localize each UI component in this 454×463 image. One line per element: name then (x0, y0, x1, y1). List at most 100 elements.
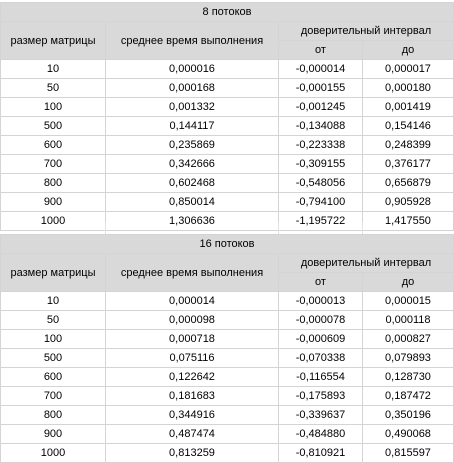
cell-ci-from[interactable]: -0,116554 (278, 367, 363, 387)
table-row: 900 0,850014 -0,794100 0,905928 (0, 192, 454, 212)
table-title[interactable]: 16 потоков (0, 234, 454, 254)
table-row: 700 0,181683 -0,175893 0,187472 (0, 386, 454, 406)
cell-ci-to[interactable]: 0,905928 (362, 192, 454, 212)
table-row: 50 0,000098 -0,000078 0,000118 (0, 310, 454, 330)
cell-ci-from[interactable]: -0,309155 (278, 154, 363, 174)
cell-ci-to[interactable]: 0,128730 (362, 367, 454, 387)
cell-ci-from[interactable]: -0,794100 (278, 192, 363, 212)
table-title[interactable]: 8 потоков (0, 2, 454, 22)
cell-ci-to[interactable]: 0,001419 (362, 97, 454, 117)
table-row: 100 0,000718 -0,000609 0,000827 (0, 329, 454, 349)
cell-ci-to[interactable]: 0,187472 (362, 386, 454, 406)
header-mean-time[interactable]: среднее время выполнения (105, 21, 279, 60)
cell-mean-time[interactable]: 0,000168 (105, 78, 279, 98)
cell-ci-to[interactable]: 0,248399 (362, 135, 454, 155)
table-8-threads: 8 потоков размер матрицы среднее время в… (0, 2, 454, 231)
cell-mean-time[interactable]: 0,000098 (105, 310, 279, 330)
cell-mean-time[interactable]: 0,122642 (105, 367, 279, 387)
cell-mean-time[interactable]: 0,342666 (105, 154, 279, 174)
header-mean-time[interactable]: среднее время выполнения (105, 253, 279, 292)
cell-mean-time[interactable]: 0,850014 (105, 192, 279, 212)
table-row: 50 0,000168 -0,000155 0,000180 (0, 78, 454, 98)
cell-matrix-size[interactable]: 600 (0, 367, 106, 387)
cell-matrix-size[interactable]: 10 (0, 59, 106, 79)
cell-ci-from[interactable]: -0,070338 (278, 348, 363, 368)
cell-ci-to[interactable]: 0,079893 (362, 348, 454, 368)
cell-matrix-size[interactable]: 700 (0, 154, 106, 174)
cell-matrix-size[interactable]: 1000 (0, 211, 106, 231)
table-row: 600 0,122642 -0,116554 0,128730 (0, 367, 454, 387)
cell-matrix-size[interactable]: 500 (0, 348, 106, 368)
cell-ci-to[interactable]: 0,000015 (362, 291, 454, 311)
cell-ci-from[interactable]: -0,000013 (278, 291, 363, 311)
cell-ci-to[interactable]: 0,376177 (362, 154, 454, 174)
header-to[interactable]: до (362, 272, 454, 292)
table-row: 800 0,344916 -0,339637 0,350196 (0, 405, 454, 425)
cell-ci-to[interactable]: 0,656879 (362, 173, 454, 193)
cell-mean-time[interactable]: 0,813259 (105, 443, 279, 463)
cell-ci-to[interactable]: 0,350196 (362, 405, 454, 425)
cell-mean-time[interactable]: 0,181683 (105, 386, 279, 406)
cell-mean-time[interactable]: 0,487474 (105, 424, 279, 444)
cell-matrix-size[interactable]: 800 (0, 405, 106, 425)
cell-ci-from[interactable]: -0,000014 (278, 59, 363, 79)
cell-ci-to[interactable]: 0,000827 (362, 329, 454, 349)
cell-matrix-size[interactable]: 900 (0, 424, 106, 444)
table-row: 10 0,000014 -0,000013 0,000015 (0, 291, 454, 311)
cell-mean-time[interactable]: 0,144117 (105, 116, 279, 136)
cell-matrix-size[interactable]: 1000 (0, 443, 106, 463)
cell-matrix-size[interactable]: 800 (0, 173, 106, 193)
cell-ci-from[interactable]: -1,195722 (278, 211, 363, 231)
header-from[interactable]: от (278, 272, 363, 292)
cell-ci-from[interactable]: -0,175893 (278, 386, 363, 406)
cell-matrix-size[interactable]: 100 (0, 97, 106, 117)
cell-ci-to[interactable]: 1,417550 (362, 211, 454, 231)
cell-ci-to[interactable]: 0,154146 (362, 116, 454, 136)
cell-matrix-size[interactable]: 600 (0, 135, 106, 155)
cell-ci-from[interactable]: -0,484880 (278, 424, 363, 444)
cell-matrix-size[interactable]: 700 (0, 386, 106, 406)
cell-mean-time[interactable]: 0,000718 (105, 329, 279, 349)
header-to[interactable]: до (362, 40, 454, 60)
cell-ci-from[interactable]: -0,000609 (278, 329, 363, 349)
header-matrix-size[interactable]: размер матрицы (0, 21, 106, 60)
cell-mean-time[interactable]: 0,602468 (105, 173, 279, 193)
header-matrix-size[interactable]: размер матрицы (0, 253, 106, 292)
cell-mean-time[interactable]: 0,001332 (105, 97, 279, 117)
cell-mean-time[interactable]: 0,235869 (105, 135, 279, 155)
table-16-threads: 16 потоков размер матрицы среднее время … (0, 234, 454, 463)
cell-matrix-size[interactable]: 100 (0, 329, 106, 349)
cell-mean-time[interactable]: 0,344916 (105, 405, 279, 425)
header-confidence-interval[interactable]: доверительный интервал (278, 21, 454, 41)
cell-ci-to[interactable]: 0,000017 (362, 59, 454, 79)
cell-matrix-size[interactable]: 10 (0, 291, 106, 311)
table-row: 1000 0,813259 -0,810921 0,815597 (0, 443, 454, 463)
cell-ci-from[interactable]: -0,339637 (278, 405, 363, 425)
cell-matrix-size[interactable]: 500 (0, 116, 106, 136)
cell-ci-to[interactable]: 0,490068 (362, 424, 454, 444)
cell-matrix-size[interactable]: 50 (0, 310, 106, 330)
cell-ci-to[interactable]: 0,815597 (362, 443, 454, 463)
cell-ci-from[interactable]: -0,548056 (278, 173, 363, 193)
cell-ci-from[interactable]: -0,223338 (278, 135, 363, 155)
cell-ci-from[interactable]: -0,134088 (278, 116, 363, 136)
table-row: 10 0,000016 -0,000014 0,000017 (0, 59, 454, 79)
cell-ci-from[interactable]: -0,000078 (278, 310, 363, 330)
cell-ci-from[interactable]: -0,001245 (278, 97, 363, 117)
header-from[interactable]: от (278, 40, 363, 60)
cell-mean-time[interactable]: 0,000014 (105, 291, 279, 311)
table-row: 500 0,144117 -0,134088 0,154146 (0, 116, 454, 136)
cell-mean-time[interactable]: 0,075116 (105, 348, 279, 368)
cell-ci-from[interactable]: -0,810921 (278, 443, 363, 463)
table-row: 700 0,342666 -0,309155 0,376177 (0, 154, 454, 174)
header-confidence-interval[interactable]: доверительный интервал (278, 253, 454, 273)
cell-matrix-size[interactable]: 50 (0, 78, 106, 98)
table-row: 600 0,235869 -0,223338 0,248399 (0, 135, 454, 155)
cell-ci-to[interactable]: 0,000118 (362, 310, 454, 330)
cell-ci-from[interactable]: -0,000155 (278, 78, 363, 98)
cell-mean-time[interactable]: 0,000016 (105, 59, 279, 79)
table-row: 500 0,075116 -0,070338 0,079893 (0, 348, 454, 368)
cell-ci-to[interactable]: 0,000180 (362, 78, 454, 98)
cell-matrix-size[interactable]: 900 (0, 192, 106, 212)
